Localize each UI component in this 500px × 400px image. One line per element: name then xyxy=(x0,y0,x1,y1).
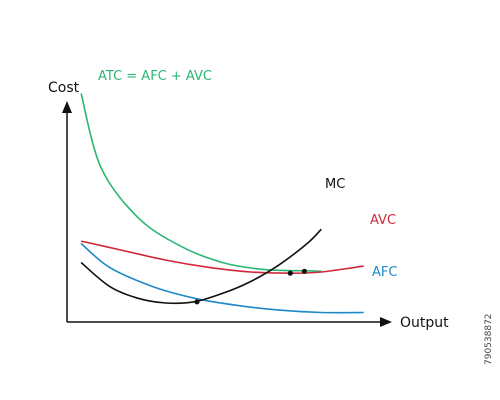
mc-curve xyxy=(80,228,322,305)
series-label-afc: AFC xyxy=(372,265,397,280)
x-axis-arrow-icon xyxy=(380,317,392,327)
curves-layer xyxy=(80,93,364,314)
afc-curve xyxy=(80,242,364,314)
avc-curve xyxy=(80,240,364,275)
intersection-points xyxy=(194,268,307,305)
y-axis-label: Cost xyxy=(48,80,80,96)
atc-curve xyxy=(80,93,322,273)
series-label-mc: MC xyxy=(325,177,345,192)
x-axis-label: Output xyxy=(400,315,449,331)
y-axis-arrow-icon xyxy=(62,101,72,113)
intersection-point-mc-avc xyxy=(287,270,293,276)
series-label-atc: ATC = AFC + AVC xyxy=(98,69,212,84)
intersection-point-mc-afc xyxy=(194,299,200,305)
series-label-avc: AVC xyxy=(370,213,396,228)
intersection-point-mc-atc xyxy=(301,268,307,274)
stock-id-watermark: 790538872 xyxy=(484,313,494,365)
